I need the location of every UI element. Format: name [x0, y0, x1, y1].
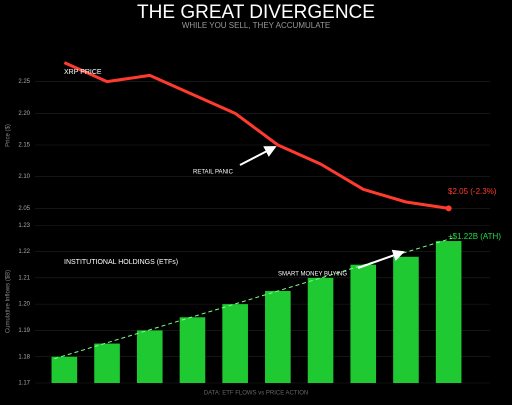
y-tick-label: 2.25: [18, 79, 30, 85]
annotation-arrow: [239, 146, 277, 166]
y-tick-label: 1.19: [18, 328, 30, 334]
end-label: +$1.22B (ATH): [448, 232, 501, 241]
annotation-arrow: [357, 249, 405, 269]
bar: [265, 290, 291, 383]
annotation: SMART MONEY BUYING: [278, 272, 347, 278]
annotation: RETAIL PANIC: [193, 170, 234, 176]
y-axis-label: Cumulative Inflows ($B): [6, 270, 12, 333]
bar: [136, 330, 163, 383]
y-tick-label: 1.21: [18, 275, 30, 281]
series-label: INSTITUTIONAL HOLDINGS (ETFs): [64, 259, 178, 266]
bar: [435, 241, 462, 383]
y-tick-label: 2.10: [18, 174, 30, 180]
bar: [94, 343, 120, 383]
chart-subtitle: WHILE YOU SELL, THEY ACCUMULATE: [182, 21, 330, 30]
y-tick-label: 2.05: [18, 206, 30, 212]
y-tick-label: 1.18: [18, 354, 30, 360]
y-tick-label: 1.17: [18, 381, 30, 387]
bar: [393, 256, 419, 383]
bar: [350, 264, 377, 383]
y-tick-label: 1.20: [18, 302, 30, 308]
bar: [179, 317, 206, 383]
bar: [222, 304, 248, 383]
chart-title: THE GREAT DIVERGENCE: [137, 2, 375, 23]
y-tick-label: 2.20: [18, 111, 30, 117]
end-label: $2.05 (-2.3%): [448, 187, 497, 196]
end-point: [445, 205, 452, 212]
y-axis-label: Price ($): [6, 124, 12, 147]
y-tick-label: 1.22: [18, 249, 30, 255]
bar: [51, 356, 78, 383]
source-note: DATA: ETF FLOWS vs PRICE ACTION: [204, 391, 308, 397]
price-line: [63, 61, 449, 210]
series-label: XRP PRICE: [64, 69, 102, 76]
y-tick-label: 2.15: [18, 143, 30, 149]
bar: [307, 277, 334, 383]
y-tick-label: 1.23: [18, 223, 30, 229]
